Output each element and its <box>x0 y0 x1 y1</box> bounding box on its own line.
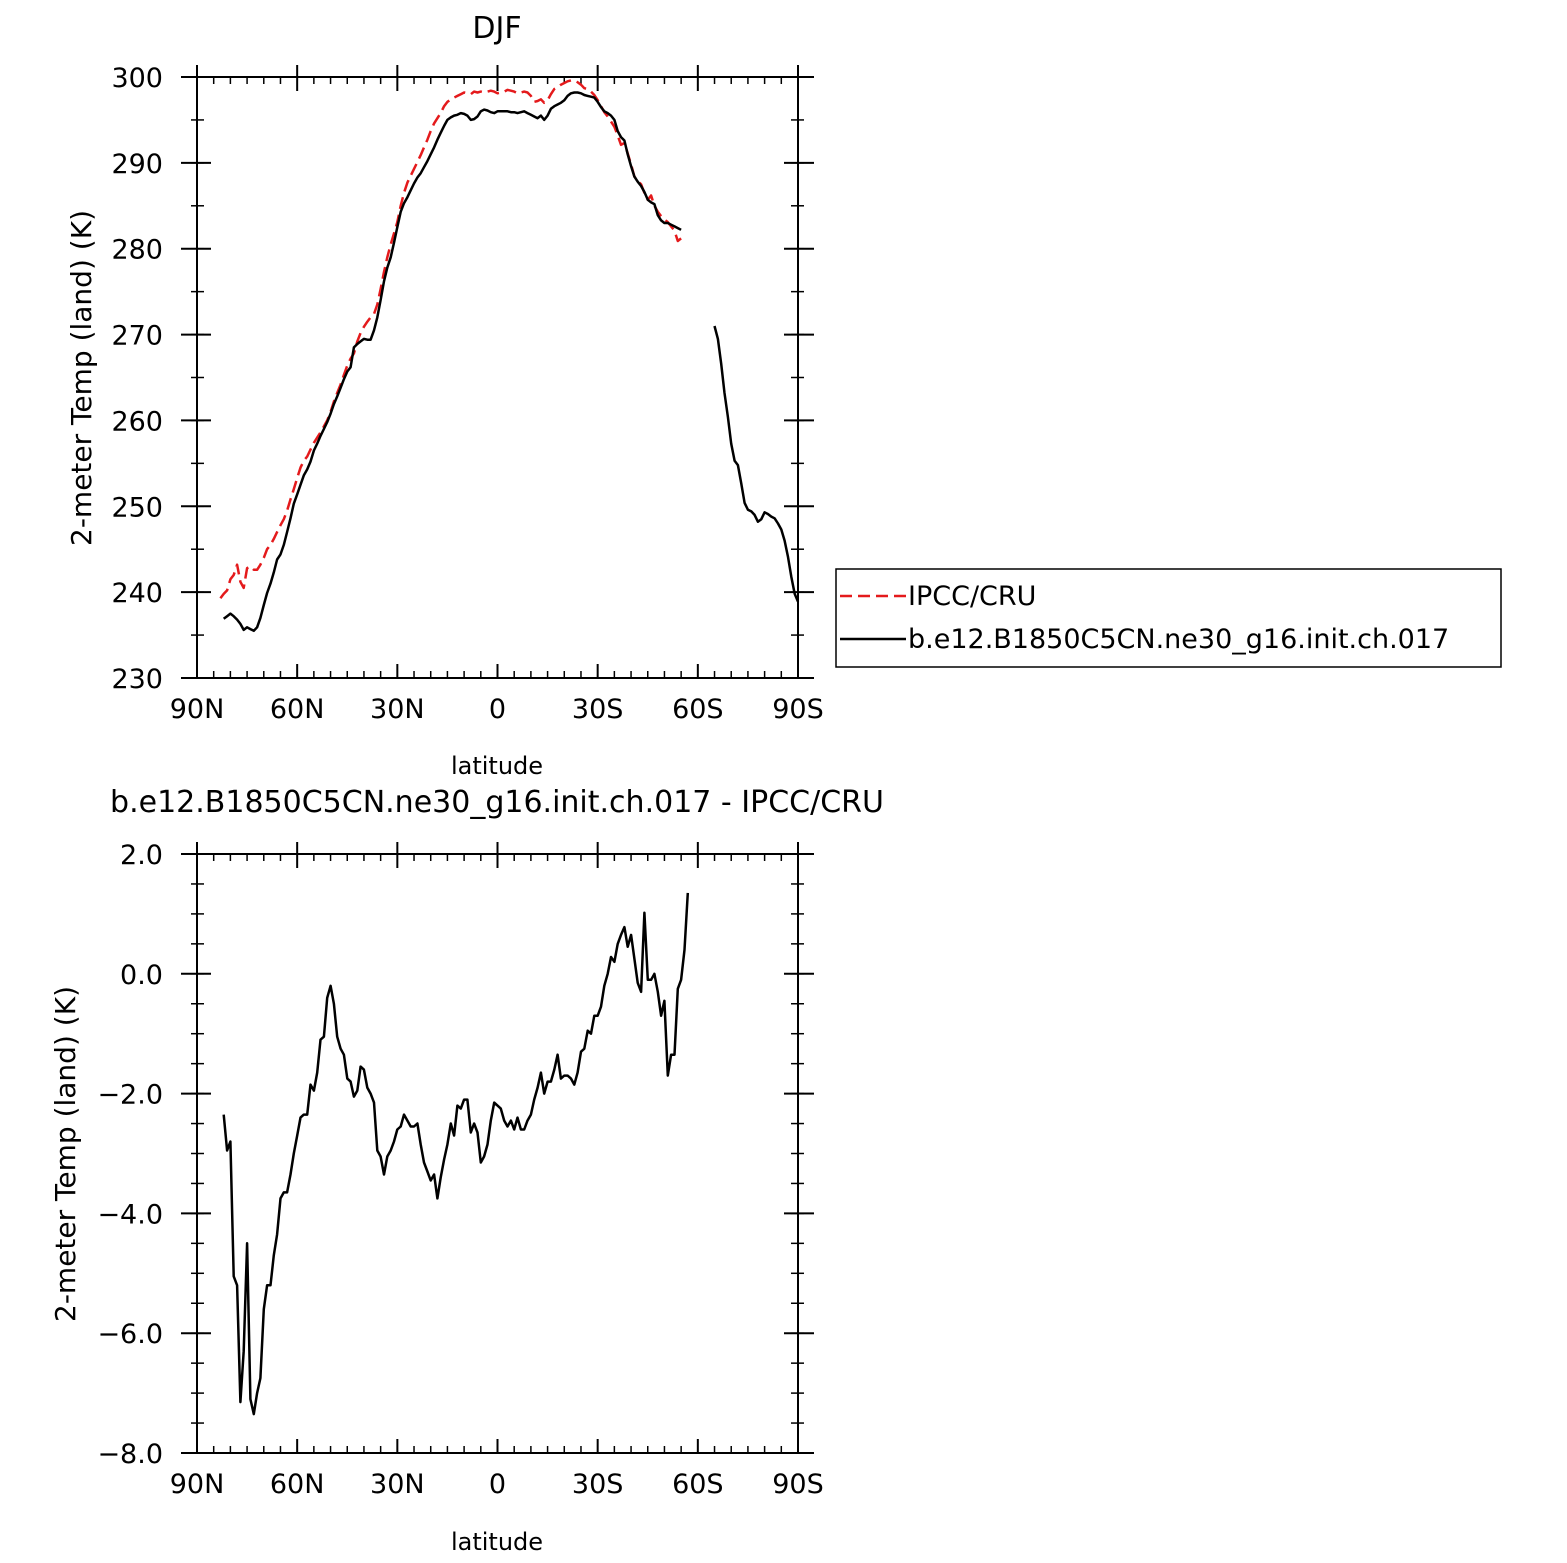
bottom-axis-ticks <box>181 842 814 1454</box>
top-panel: DJF 90N 60N 30N 0 30S 60S 90S 2302402502602702… <box>65 11 824 780</box>
top-plot-series <box>219 79 800 633</box>
y-tick-label: 280 <box>111 235 163 266</box>
top-x-tick-labels: 90N 60N 30N 0 30S 60S 90S <box>170 694 824 725</box>
y-tick-label: 260 <box>111 406 163 437</box>
x-tick-label: 0 <box>489 1469 506 1500</box>
x-tick-label: 90S <box>772 1469 824 1500</box>
y-tick-label: 250 <box>111 492 163 523</box>
y-tick-label: 2.0 <box>120 840 163 871</box>
y-tick-label: 230 <box>111 664 163 695</box>
legend-label-ipcc-cru: IPCC/CRU <box>908 581 1036 612</box>
legend-box <box>835 568 1502 668</box>
y-tick-label: 270 <box>111 321 163 352</box>
series-line-1-0-0 <box>222 892 690 1416</box>
top-plot-frame <box>196 76 799 679</box>
bottom-x-tick-labels: 90N 60N 30N 0 30S 60S 90S <box>170 1469 824 1500</box>
y-tick-label: −8.0 <box>97 1439 163 1470</box>
top-chart-title: DJF <box>472 11 521 46</box>
y-tick-label: −4.0 <box>97 1199 163 1230</box>
x-tick-label: 30S <box>572 694 624 725</box>
x-tick-label: 60N <box>270 1469 325 1500</box>
x-tick-label: 90S <box>772 694 824 725</box>
x-tick-label: 0 <box>489 694 506 725</box>
top-y-tick-labels: 230 240 250 260 270 280 290 300 <box>111 63 163 695</box>
bottom-plot-series <box>222 892 690 1416</box>
legend-label-model: b.e12.B1850C5CN.ne30_g16.init.ch.017 <box>908 624 1449 655</box>
x-tick-label: 90N <box>170 694 225 725</box>
y-tick-label: 300 <box>111 63 163 94</box>
bottom-panel: b.e12.B1850C5CN.ne30_g16.init.ch.017 - I… <box>49 785 884 1556</box>
y-tick-label: −2.0 <box>97 1080 163 1111</box>
x-tick-label: 60S <box>672 694 724 725</box>
x-tick-label: 30N <box>370 694 425 725</box>
bottom-y-tick-labels: −8.0 −6.0 −4.0 −2.0 0.0 2.0 <box>97 840 163 1470</box>
x-tick-label: 30N <box>370 1469 425 1500</box>
bottom-y-axis-label: 2-meter Temp (land) (K) <box>49 986 82 1322</box>
bottom-x-axis-label: latitude <box>451 1528 543 1556</box>
bottom-plot-frame <box>196 853 799 1454</box>
x-tick-label: 30S <box>572 1469 624 1500</box>
x-tick-label: 60N <box>270 694 325 725</box>
y-tick-label: −6.0 <box>97 1319 163 1350</box>
y-tick-label: 240 <box>111 578 163 609</box>
legend: IPCC/CRU b.e12.B1850C5CN.ne30_g16.init.c… <box>835 568 1502 668</box>
x-tick-label: 60S <box>672 1469 724 1500</box>
series-line-0-1-0 <box>222 91 682 633</box>
top-axis-ticks <box>181 65 814 679</box>
bottom-chart-title: b.e12.B1850C5CN.ne30_g16.init.ch.017 - I… <box>110 785 884 820</box>
y-tick-label: 290 <box>111 149 163 180</box>
top-x-axis-label: latitude <box>451 752 543 780</box>
top-y-axis-label: 2-meter Temp (land) (K) <box>65 210 98 546</box>
y-tick-label: 0.0 <box>120 960 163 991</box>
series-line-0-1-1 <box>713 325 800 603</box>
x-tick-label: 90N <box>170 1469 225 1500</box>
